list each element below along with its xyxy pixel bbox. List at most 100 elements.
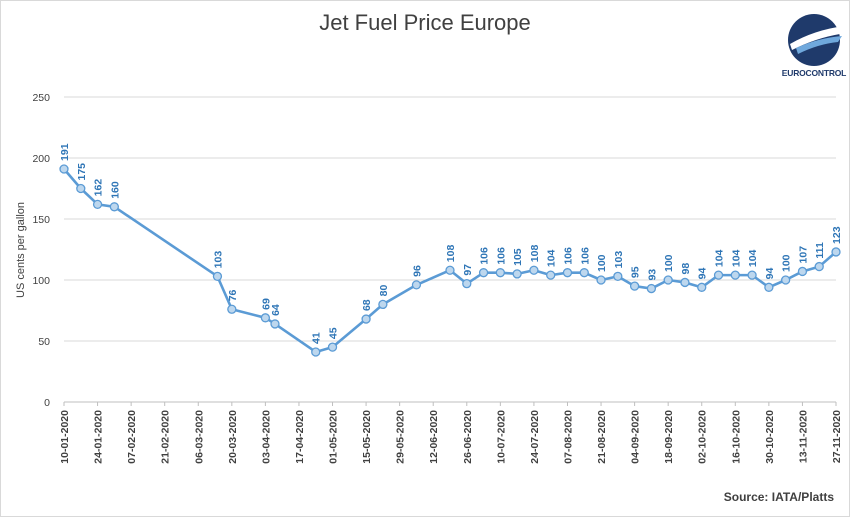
data-label: 106 (479, 247, 491, 265)
data-label: 69 (260, 298, 272, 310)
x-tick-label: 15-05-2020 (361, 410, 373, 464)
data-point (546, 270, 556, 280)
data-point (445, 265, 455, 275)
x-tick-label: 13-11-2020 (797, 410, 809, 463)
data-label: 103 (212, 251, 224, 269)
data-label: 107 (797, 246, 809, 264)
x-tick-label: 30-10-2020 (764, 410, 776, 464)
data-point (579, 268, 589, 278)
data-point (697, 282, 707, 292)
data-label: 106 (495, 247, 507, 265)
data-label: 104 (730, 249, 742, 267)
data-point (781, 275, 791, 285)
x-tick-label: 07-08-2020 (562, 410, 574, 464)
x-tick-label: 29-05-2020 (395, 410, 407, 464)
gridlines (64, 96, 836, 403)
data-label: 100 (663, 254, 675, 272)
data-point (495, 268, 505, 278)
data-point (562, 268, 573, 278)
data-point (512, 269, 522, 279)
data-label: 100 (781, 254, 793, 272)
data-point (76, 183, 86, 194)
x-tick-label: 01-05-2020 (328, 410, 340, 464)
data-point (92, 199, 103, 210)
data-point (713, 270, 724, 280)
y-tick-label: 100 (32, 275, 50, 287)
eurocontrol-logo (788, 14, 844, 66)
series-points (59, 164, 841, 357)
x-tick-label: 17-04-2020 (294, 410, 306, 464)
data-point (378, 299, 388, 310)
logo-text: EUROCONTROL (781, 68, 847, 78)
x-axis: 10-01-2020 24-01-2020 07-02-2020 21-02-2020… (59, 402, 843, 464)
data-label: 175 (76, 163, 88, 181)
data-point (462, 279, 472, 289)
data-point (663, 275, 673, 285)
x-tick-label: 03-04-2020 (260, 410, 272, 464)
y-tick-label: 0 (44, 397, 50, 409)
data-label: 80 (378, 285, 390, 297)
x-tick-label: 27-11-2020 (831, 410, 843, 463)
data-label: 98 (680, 263, 692, 275)
y-tick-label: 250 (32, 92, 50, 104)
data-label: 94 (764, 267, 776, 279)
data-point (613, 271, 623, 281)
data-point (361, 314, 371, 324)
data-label: 95 (630, 266, 642, 278)
x-tick-label: 20-03-2020 (227, 410, 239, 464)
data-label: 108 (529, 245, 541, 263)
y-tick-label: 200 (32, 153, 50, 165)
data-label: 68 (361, 299, 373, 311)
chart-title: Jet Fuel Price Europe (319, 10, 531, 35)
x-tick-label: 18-09-2020 (663, 410, 675, 464)
data-label: 105 (512, 248, 524, 266)
x-tick-label: 02-10-2020 (697, 410, 709, 464)
data-label: 191 (59, 143, 71, 161)
data-label: 160 (109, 181, 121, 199)
y-axis-title: US cents per gallon (15, 202, 27, 298)
data-label: 76 (227, 289, 239, 301)
source-note: Source: IATA/Platts (723, 490, 834, 504)
data-point (730, 270, 740, 280)
data-label: 104 (714, 249, 726, 267)
data-label: 94 (697, 267, 709, 279)
data-label: 93 (646, 269, 658, 281)
y-tick-label: 50 (38, 336, 50, 348)
data-label: 96 (411, 265, 423, 277)
data-label: 162 (93, 179, 105, 197)
data-point (212, 271, 223, 281)
x-tick-label: 04-09-2020 (630, 410, 642, 464)
data-label: 64 (270, 304, 282, 316)
data-label: 111 (814, 242, 826, 259)
data-label: 100 (596, 254, 608, 272)
x-tick-label: 10-01-2020 (59, 410, 71, 464)
x-tick-label: 21-02-2020 (160, 410, 172, 464)
data-label: 97 (462, 264, 474, 276)
data-point (814, 261, 824, 272)
y-axis: 0 50 100 150 200 250 (32, 92, 50, 409)
data-point (260, 313, 271, 323)
data-point (747, 270, 757, 280)
data-label: 106 (579, 247, 591, 265)
x-tick-label: 10-07-2020 (495, 410, 507, 464)
x-tick-label: 07-02-2020 (126, 410, 138, 464)
data-label: 104 (747, 249, 759, 267)
x-tick-label: 26-06-2020 (462, 410, 474, 464)
x-tick-label: 12-06-2020 (428, 410, 440, 464)
data-label: 41 (311, 332, 323, 344)
data-point (680, 277, 690, 288)
data-label: 45 (328, 327, 340, 339)
data-point (327, 342, 338, 352)
data-point (227, 304, 237, 314)
data-point (59, 164, 69, 174)
data-point (529, 265, 539, 275)
data-point (311, 347, 321, 357)
x-tick-label: 24-07-2020 (529, 410, 541, 464)
data-point (478, 268, 489, 278)
data-label: 106 (562, 247, 574, 265)
data-point (629, 281, 640, 291)
y-tick-label: 150 (32, 214, 50, 226)
data-label: 123 (831, 226, 843, 244)
